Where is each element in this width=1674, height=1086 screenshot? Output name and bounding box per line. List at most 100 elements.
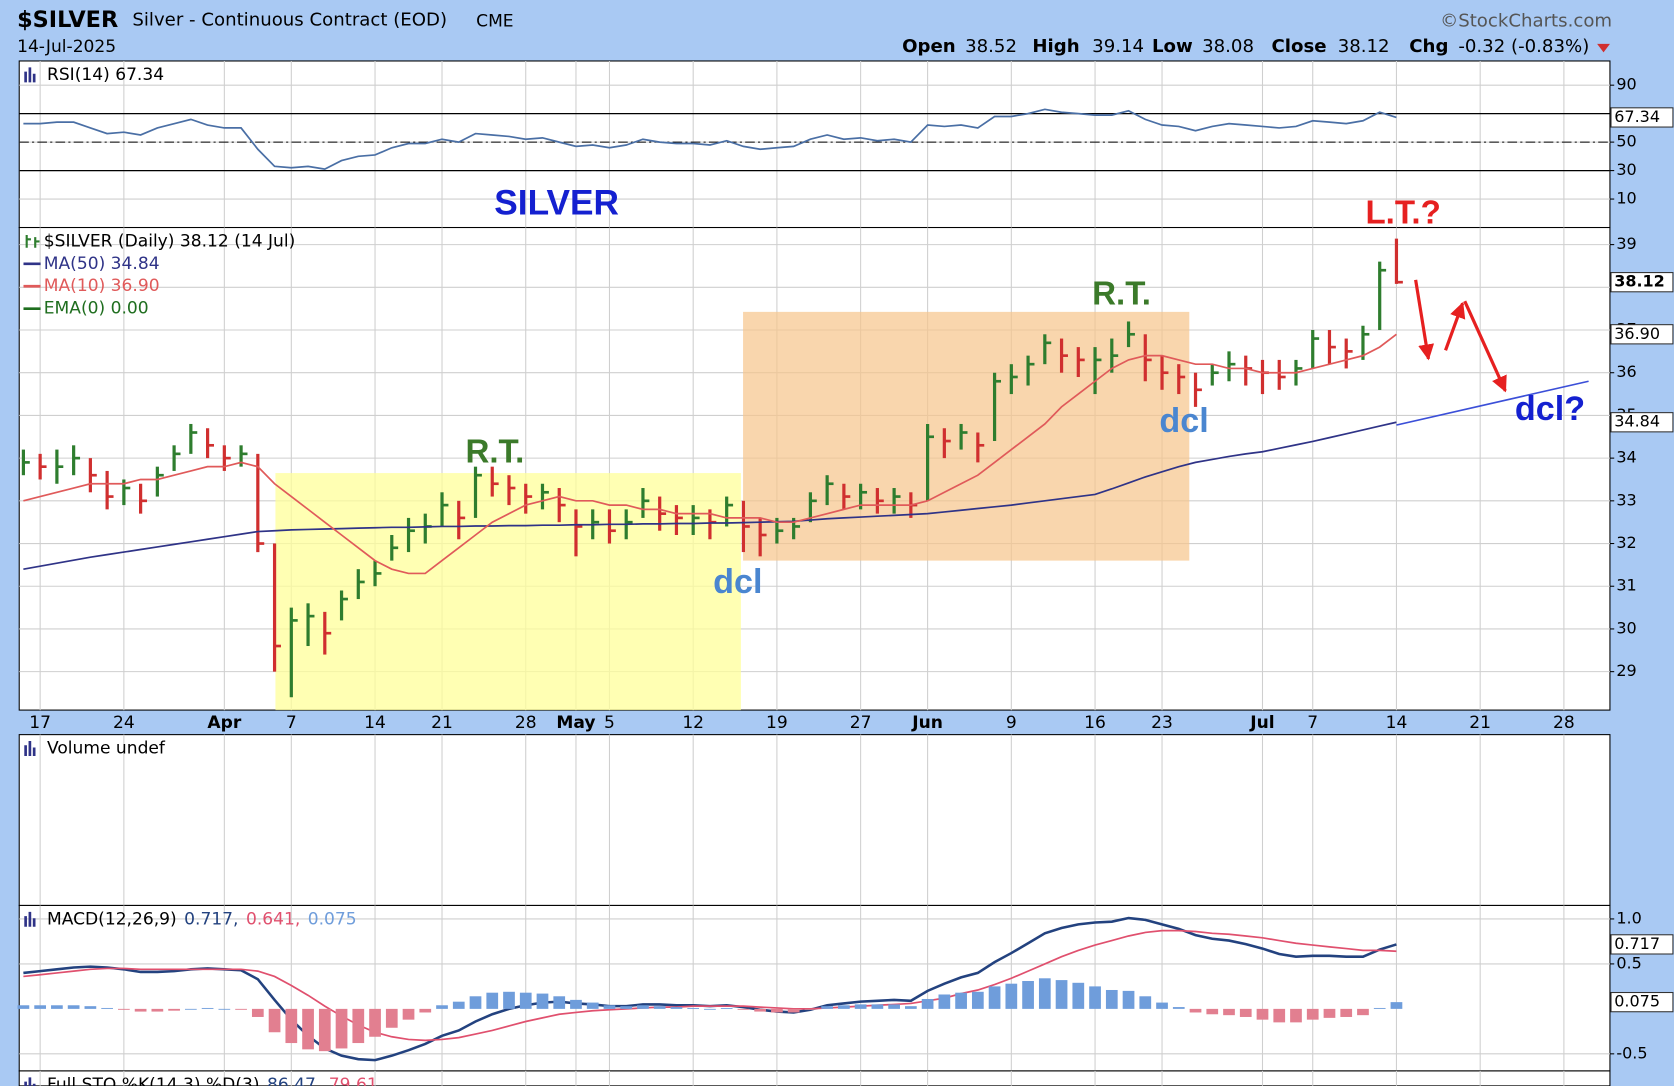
histogram-bar [118, 1008, 130, 1010]
series-line [23, 421, 1397, 570]
legend-icon [24, 1077, 36, 1086]
histogram-bar [151, 1008, 164, 1012]
exchange: CME [476, 11, 513, 31]
annotation: SILVER [494, 183, 619, 222]
x-tick-label: 14 [1386, 713, 1408, 733]
y-tick-label: -0.5 [1616, 1043, 1647, 1062]
quote-label: High [1032, 36, 1079, 57]
description: Silver - Continuous Contract (EOD) [132, 9, 447, 30]
histogram-bar [251, 1008, 264, 1017]
histogram-bar [1223, 1008, 1235, 1016]
legend-label: EMA(0) 0.00 [44, 299, 149, 319]
histogram-bar [369, 1008, 381, 1037]
date: 14-Jul-2025 [17, 37, 116, 57]
histogram-bar [34, 1005, 47, 1009]
value-box [1610, 934, 1674, 955]
y-tick-label: 90 [1616, 75, 1636, 94]
histogram-bar [519, 992, 532, 1009]
x-tick-label: Apr [207, 713, 241, 733]
histogram-bar [1055, 980, 1068, 1009]
legend-label: 79.61 [329, 1075, 378, 1086]
histogram-bar [687, 1007, 700, 1009]
range-box [743, 311, 1190, 561]
x-tick-label: Jun [911, 713, 943, 733]
histogram-bar [1357, 1008, 1369, 1016]
x-tick-label: 17 [29, 713, 51, 733]
histogram-bar [352, 1008, 365, 1044]
histogram-bar [1390, 1002, 1403, 1009]
panel [18, 734, 1611, 906]
x-tick-label: 7 [286, 713, 297, 733]
histogram-bar [201, 1007, 214, 1009]
value-box [1610, 412, 1674, 433]
histogram-bar [436, 1005, 448, 1009]
histogram-bar [1273, 1008, 1286, 1023]
y-tick-label: 30 [1616, 160, 1636, 179]
y-tick-label: 50 [1616, 132, 1636, 151]
histogram-bar [1038, 978, 1051, 1009]
change-arrow [1597, 43, 1610, 53]
x-tick-label: 23 [1151, 713, 1173, 733]
histogram-bar [17, 1005, 30, 1009]
histogram-bar [670, 1007, 683, 1009]
y-tick-label: 10 [1616, 189, 1636, 208]
value-box-label: 34.84 [1614, 412, 1660, 431]
legend-icon [25, 234, 40, 248]
histogram-bar [235, 1008, 247, 1010]
arrow [1444, 301, 1466, 351]
y-tick-label: 0.5 [1616, 953, 1641, 972]
quote-value: 38.12 [1338, 36, 1390, 57]
histogram-bar [888, 1004, 900, 1009]
value-box-label: 0.717 [1614, 934, 1660, 953]
histogram-bar [988, 986, 1001, 1009]
histogram-bar [586, 1002, 599, 1009]
legend-label: 0.641, [246, 909, 300, 929]
legend-label: MA(10) 36.90 [44, 276, 160, 296]
histogram-bar [737, 1008, 750, 1010]
histogram-bar [603, 1005, 616, 1009]
histogram-bar [1122, 990, 1135, 1009]
legend-title: MACD(12,26,9) [47, 909, 177, 929]
histogram-bar [704, 1008, 716, 1010]
histogram-bar [1290, 1008, 1302, 1023]
y-tick-label: 31 [1616, 576, 1636, 595]
y-tick-label: 29 [1616, 661, 1636, 680]
histogram-bar [51, 1005, 63, 1009]
histogram-bar [1239, 1008, 1252, 1017]
histogram-bar [385, 1008, 398, 1028]
histogram-bar [101, 1007, 113, 1009]
histogram-bar [402, 1008, 415, 1020]
histogram-bar [971, 991, 984, 1009]
series-line [23, 108, 1397, 171]
annotation: dcl? [1515, 390, 1585, 428]
histogram-bar [503, 991, 515, 1009]
histogram-bar [653, 1006, 666, 1009]
legend-label: MA(50) 34.84 [44, 254, 160, 274]
histogram-bar [838, 1005, 850, 1009]
histogram-bar [1340, 1008, 1353, 1017]
arrow [1414, 279, 1435, 361]
annotation: L.T.? [1365, 194, 1440, 231]
series-line [23, 929, 1397, 1042]
histogram-bar [218, 1008, 231, 1010]
quote-label: Chg [1409, 36, 1448, 57]
legend-title: Full STO %K(14,3) %D(3) [47, 1075, 260, 1086]
histogram-bar [1323, 1008, 1336, 1018]
histogram-bar [620, 1006, 633, 1009]
annotation: R.T. [465, 434, 524, 471]
x-tick-label: 5 [604, 713, 615, 733]
histogram-bar [821, 1006, 833, 1009]
quote-value: 39.14 [1092, 36, 1144, 57]
histogram-bar [1089, 986, 1101, 1009]
histogram-bar [720, 1007, 733, 1009]
quote-value: 38.08 [1202, 36, 1254, 57]
histogram-bar [938, 994, 951, 1009]
x-tick-label: 12 [682, 713, 704, 733]
histogram-bar [469, 996, 482, 1009]
legend-label: 0.717, [184, 909, 238, 929]
legend-title: Volume undef [47, 739, 166, 759]
quote-value: 38.52 [965, 36, 1017, 57]
histogram-bar [486, 992, 499, 1009]
